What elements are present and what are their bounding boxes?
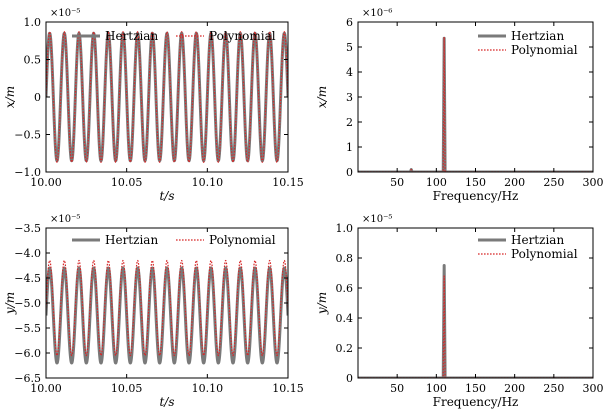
y-tick-label: 0 (346, 372, 353, 385)
y-tick-label: −0.5 (14, 129, 41, 142)
x-axis-label: t/s (159, 189, 174, 203)
y-tick-label: 5 (346, 41, 353, 54)
plot-area (358, 264, 593, 378)
series-line-polynomial (358, 275, 593, 378)
y-tick-label: 0.5 (24, 54, 42, 67)
x-tick-label: 10.00 (30, 176, 62, 189)
x-tick-label: 10.15 (272, 382, 304, 395)
y-tick-label: −6.0 (14, 347, 41, 360)
plot-area (46, 31, 288, 163)
y-tick-label: 2 (346, 116, 353, 129)
series-line-hertzian (46, 266, 288, 365)
y-axis-label: x/m (315, 86, 329, 108)
y-tick-label: −1.0 (14, 166, 41, 179)
legend-label-polynomial: Polynomial (511, 247, 578, 261)
plot-area (46, 259, 288, 365)
y-tick-label: 0.2 (336, 342, 354, 355)
x-tick-label: 200 (504, 176, 525, 189)
axis-multiplier: ×10⁻⁵ (50, 214, 80, 225)
y-axis-label: y/m (3, 292, 17, 315)
x-tick-label: 250 (543, 382, 564, 395)
y-axis-label: x/m (3, 86, 17, 108)
series-line-hertzian (358, 264, 593, 378)
y-tick-label: 1 (346, 141, 353, 154)
y-tick-label: 0 (34, 91, 41, 104)
x-tick-label: 10.10 (192, 176, 224, 189)
x-axis-label: Frequency/Hz (433, 395, 519, 409)
chart-panel-4: 50 100 150 200 250 300 0 0.2 0.4 0.6 0.8 1.0 ×10⁻⁵ Fr… (315, 214, 604, 409)
y-tick-label: −5.0 (14, 297, 41, 310)
y-tick-label: 3 (346, 91, 353, 104)
x-axis-label: Frequency/Hz (433, 189, 519, 203)
x-tick-label: 200 (504, 382, 525, 395)
y-tick-label: 0.8 (336, 252, 354, 265)
series-line-polynomial (46, 31, 288, 163)
y-tick-label: 0 (346, 166, 353, 179)
axis-multiplier: ×10⁻⁵ (362, 214, 392, 225)
chart-panel-3: 10.00 10.05 10.10 10.15 −6.5 −6.0 −5.5 −5.0 −4.5… (3, 214, 304, 409)
x-tick-label: 100 (426, 176, 447, 189)
y-tick-label: −4.0 (14, 247, 41, 260)
axis-multiplier: ×10⁻⁶ (362, 8, 392, 19)
y-tick-label: 1.0 (24, 16, 42, 29)
y-tick-label: 0.4 (336, 312, 354, 325)
series-line-polynomial (358, 36, 593, 172)
x-tick-label: 10.00 (30, 382, 62, 395)
legend-label-polynomial: Polynomial (209, 233, 276, 247)
x-axis-label: t/s (159, 395, 174, 409)
y-tick-label: 6 (346, 16, 353, 29)
y-tick-label: −3.5 (14, 222, 41, 235)
axis-multiplier: ×10⁻⁵ (50, 8, 80, 19)
chart-panel-1: 10.00 10.05 10.10 10.15 −1.0 −0.5 0 0.5 1.0 ×10⁻⁵… (3, 8, 304, 203)
y-tick-label: −5.5 (14, 322, 41, 335)
legend-label-polynomial: Polynomial (511, 43, 578, 57)
series-line-hertzian (358, 36, 593, 172)
chart-panel-2: 50 100 150 200 250 300 0 1 2 3 4 5 6 ×10⁻⁶ Frequency/H… (315, 8, 604, 203)
x-tick-label: 10.05 (111, 176, 143, 189)
x-tick-label: 50 (390, 176, 404, 189)
x-tick-label: 150 (465, 382, 486, 395)
x-tick-label: 250 (543, 176, 564, 189)
legend-label-polynomial: Polynomial (209, 29, 276, 43)
x-tick-label: 300 (583, 382, 604, 395)
y-tick-label: −4.5 (14, 272, 41, 285)
legend-label-hertzian: Hertzian (511, 233, 564, 247)
y-tick-label: −6.5 (14, 372, 41, 385)
legend-label-hertzian: Hertzian (511, 29, 564, 43)
series-line-polynomial (46, 259, 288, 357)
x-tick-label: 50 (390, 382, 404, 395)
y-tick-label: 0.6 (336, 282, 354, 295)
x-tick-label: 10.15 (272, 176, 304, 189)
x-tick-label: 10.10 (192, 382, 224, 395)
x-tick-label: 150 (465, 176, 486, 189)
plot-area (358, 36, 593, 172)
y-axis-label: y/m (315, 292, 329, 315)
x-tick-label: 300 (583, 176, 604, 189)
y-tick-label: 1.0 (336, 222, 354, 235)
x-tick-label: 100 (426, 382, 447, 395)
legend-label-hertzian: Hertzian (105, 29, 158, 43)
y-tick-label: 4 (346, 66, 353, 79)
x-tick-label: 10.05 (111, 382, 143, 395)
legend-label-hertzian: Hertzian (105, 233, 158, 247)
